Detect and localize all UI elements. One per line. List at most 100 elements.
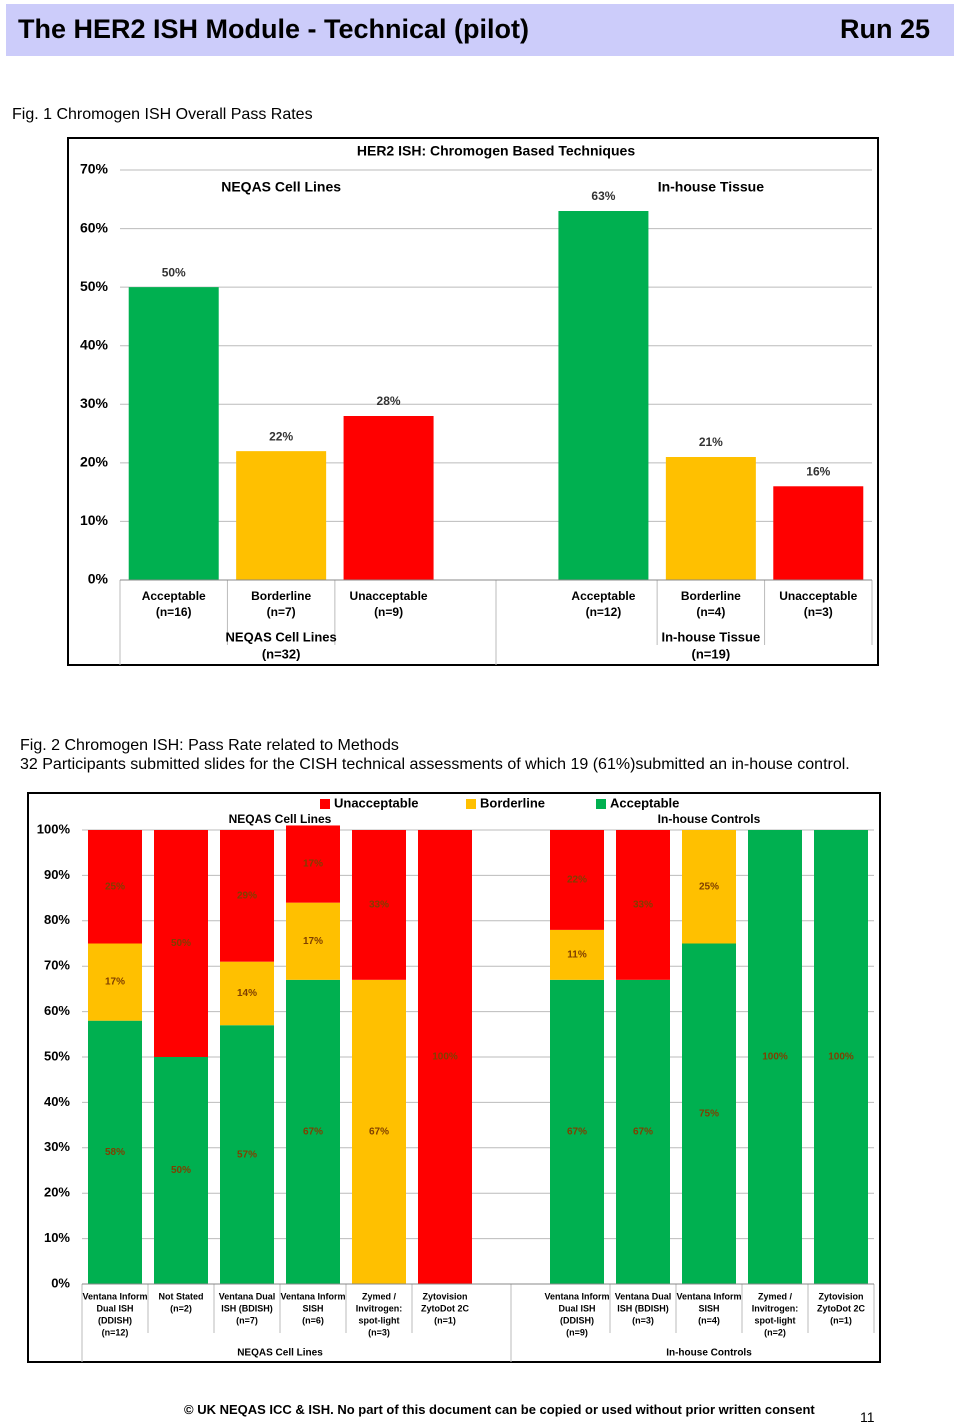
bar [128,287,219,580]
legend-label: Borderline [480,795,545,810]
x-tick-label: Invitrogen: [356,1303,403,1313]
group-axis-label: In-house Controls [666,1348,752,1359]
x-tick-label: Unacceptable [350,589,428,603]
y-tick-label: 50% [44,1048,70,1063]
value-label: 17% [303,936,323,947]
y-tick-label: 0% [88,571,109,587]
x-tick-label: ISH (BDISH) [617,1303,669,1313]
bar [343,416,434,580]
group-axis-label: In-house Tissue [661,629,760,644]
bar-segment [88,830,142,944]
header: The HER2 ISH Module - Technical (pilot) … [6,4,954,56]
value-label: 17% [105,977,125,988]
bar [773,486,864,580]
x-tick-label: Ventana Inform [82,1291,147,1301]
x-tick-label: (n=3) [368,1327,390,1337]
figure-caption: Fig. 1 Chromogen ISH Overall Pass Rates [12,106,313,123]
group-label: In-house Controls [658,812,761,826]
bar-segment [220,830,274,962]
x-tick-label: SISH [698,1303,719,1313]
group-axis-label: (n=32) [262,646,301,661]
value-label: 67% [303,1127,323,1138]
value-label: 57% [237,1149,257,1160]
x-tick-label: Dual ISH [558,1303,595,1313]
group-axis-label: NEQAS Cell Lines [226,629,337,644]
x-tick-label: Borderline [681,589,741,603]
bar [665,457,756,580]
figure-caption: Fig. 2 Chromogen ISH: Pass Rate related … [20,737,399,754]
y-tick-label: 80% [44,912,70,927]
value-label: 25% [105,881,125,892]
x-tick-label: (n=1) [830,1315,852,1325]
value-label: 22% [567,875,587,886]
x-tick-label: spot-light [359,1315,400,1325]
legend-swatch [320,799,330,809]
bar-segment [352,830,406,980]
group-label: NEQAS Cell Lines [221,179,341,195]
header-title: The HER2 ISH Module - Technical (pilot) [18,14,530,44]
x-tick-label: ZytoDot 2C [817,1303,865,1313]
legend-swatch [466,799,476,809]
x-tick-label: (n=3) [632,1315,654,1325]
x-tick-label: Zytovision [422,1291,467,1301]
x-tick-label: Invitrogen: [752,1303,799,1313]
x-tick-label: (n=16) [156,605,192,619]
run-number: Run 25 [839,14,930,44]
x-tick-label: Ventana Dual [615,1291,672,1301]
x-tick-label: (n=12) [102,1327,129,1337]
value-label: 25% [699,881,719,892]
bar-segment [220,1025,274,1284]
bar [236,451,327,580]
x-tick-label: (DDISH) [98,1315,132,1325]
y-tick-label: 30% [44,1139,70,1154]
y-tick-label: 20% [44,1185,70,1200]
x-tick-label: spot-light [755,1315,796,1325]
x-tick-label: (n=1) [434,1315,456,1325]
value-label: 67% [633,1127,653,1138]
y-tick-label: 90% [44,867,70,882]
x-tick-label: (n=4) [698,1315,720,1325]
y-tick-label: 20% [80,454,109,470]
y-tick-label: 50% [80,278,109,294]
value-label: 67% [567,1127,587,1138]
value-label: 11% [567,949,587,960]
x-tick-label: (n=2) [170,1303,192,1313]
x-tick-label: Acceptable [571,589,635,603]
bar-segment [550,929,604,980]
value-label: 22% [269,429,293,443]
x-tick-label: (DDISH) [560,1315,594,1325]
value-label: 58% [105,1147,125,1158]
bar-segment [616,830,670,980]
y-tick-label: 70% [44,958,70,973]
x-tick-label: Unacceptable [779,589,857,603]
value-label: 33% [633,900,653,911]
x-tick-label: Ventana Inform [676,1291,741,1301]
y-tick-label: 60% [44,1003,70,1018]
x-tick-label: Ventana Dual [219,1291,276,1301]
y-tick-label: 10% [44,1230,70,1245]
chart-title: HER2 ISH: Chromogen Based Techniques [357,143,635,159]
y-tick-label: 30% [80,395,109,411]
y-tick-label: 60% [80,219,109,235]
bar-segment [682,943,736,1284]
value-label: 100% [828,1052,854,1063]
y-tick-label: 40% [44,1094,70,1109]
group-label: In-house Tissue [658,179,765,195]
bar-segment [352,979,406,1284]
value-label: 33% [369,900,389,911]
x-tick-label: (n=9) [566,1327,588,1337]
value-label: 16% [806,464,830,478]
value-label: 29% [237,890,257,901]
bar-segment [814,830,868,1284]
x-tick-label: Borderline [251,589,311,603]
bar-segment [88,943,142,1021]
page-number: 11 [860,1409,875,1425]
value-label: 100% [762,1052,788,1063]
x-tick-label: (n=12) [586,605,622,619]
value-label: 14% [237,988,257,999]
y-tick-label: 0% [51,1275,70,1290]
bar-segment [550,979,604,1284]
x-tick-label: Zymed / [758,1291,793,1301]
